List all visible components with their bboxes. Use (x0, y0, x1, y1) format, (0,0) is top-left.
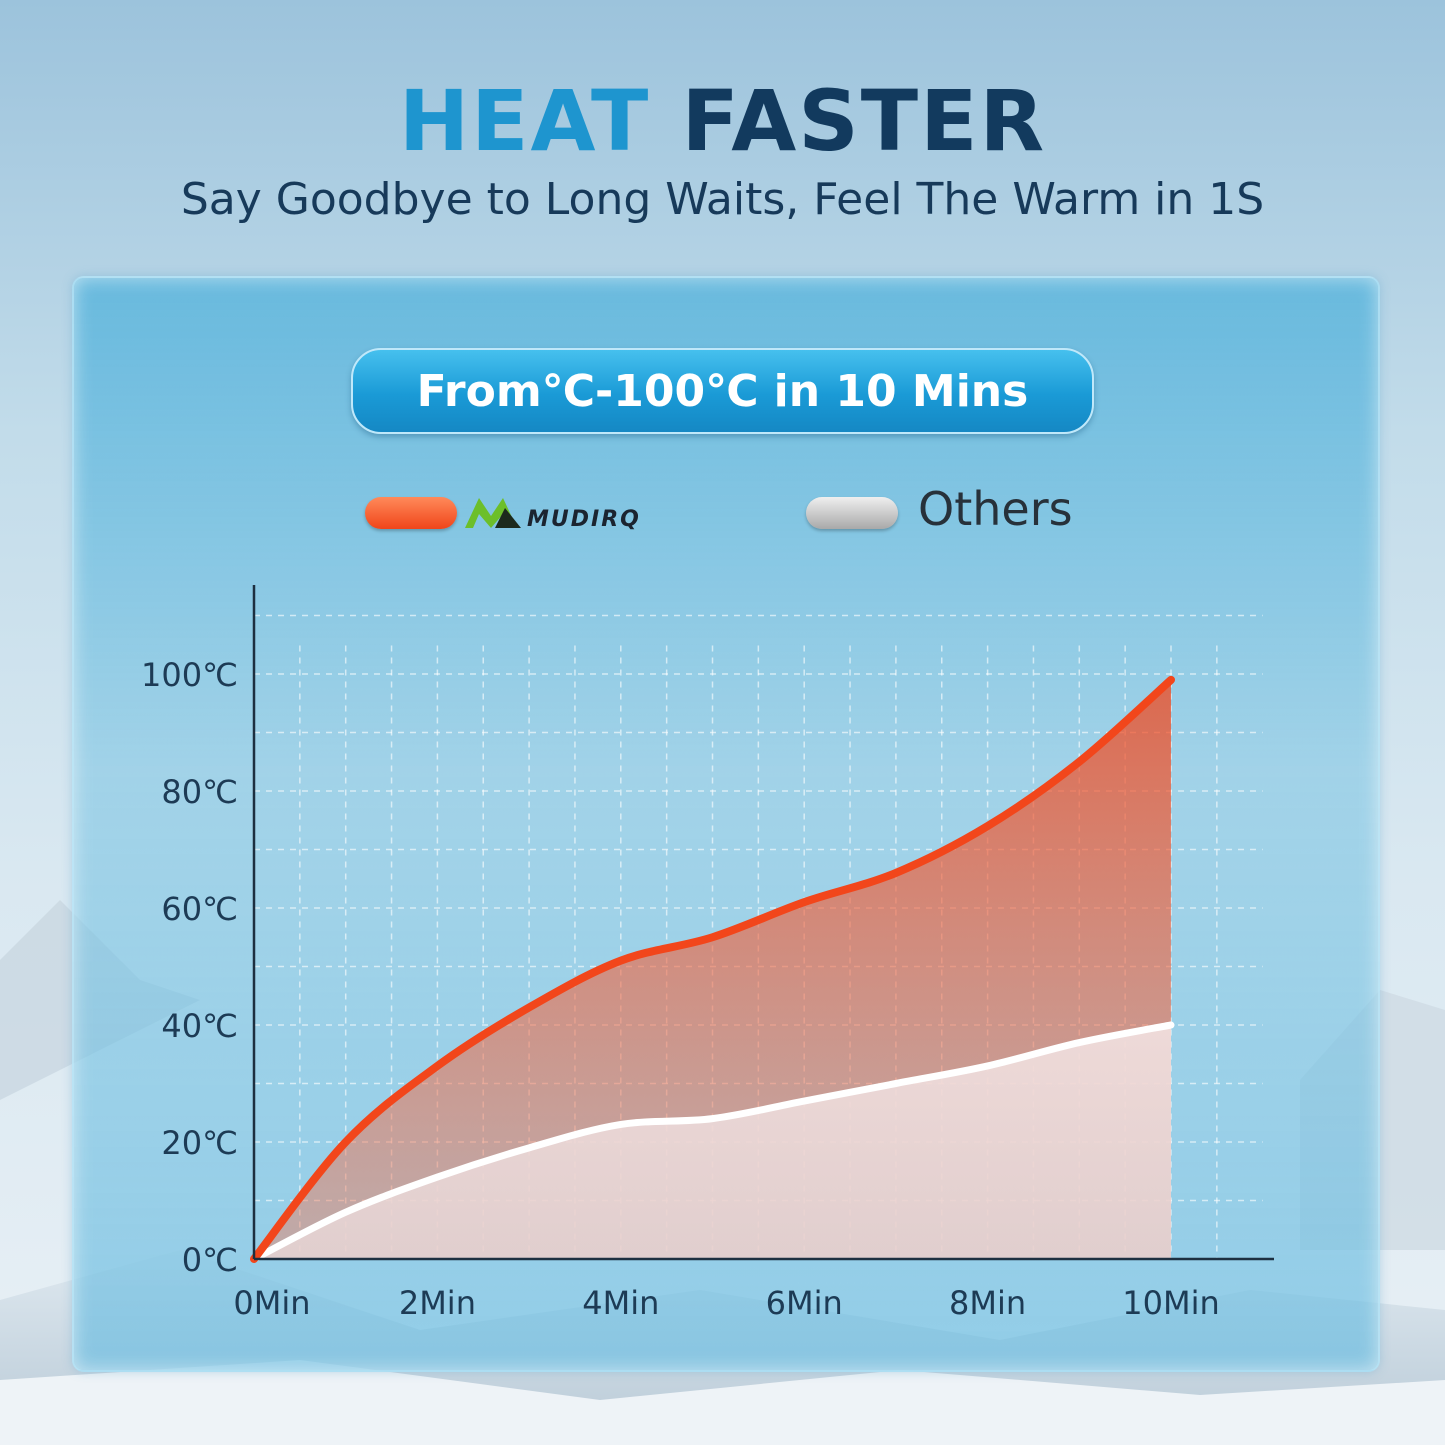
headline: HEAT FASTER (0, 72, 1445, 170)
legend-swatch-others (806, 497, 898, 529)
brand-logo-mark-icon (465, 498, 517, 528)
y-tick-label: 100℃ (141, 656, 238, 694)
y-axis-ticks: 0℃ 20℃ 40℃ 60℃ 80℃ 100℃ (141, 656, 238, 1279)
series-line-brand (250, 675, 1175, 1263)
subtitle: Say Goodbye to Long Waits, Feel The Warm… (180, 174, 1265, 225)
brand-logo: MUDIRQ (465, 498, 641, 532)
chart-lines (250, 675, 1175, 1263)
x-tick-label: 10Min (1122, 1284, 1220, 1322)
series-area-others (254, 1025, 1171, 1259)
x-tick-label: 8Min (949, 1284, 1026, 1322)
y-tick-label: 80℃ (161, 773, 238, 811)
headline-accent: HEAT (398, 72, 651, 170)
brand-logo-text: MUDIRQ (527, 507, 641, 532)
chart-axes (252, 585, 1274, 1261)
legend-label-others: Others (918, 482, 1073, 536)
y-tick-label: 20℃ (161, 1124, 238, 1162)
headline-main: FASTER (681, 72, 1047, 170)
y-tick-label: 0℃ (182, 1241, 238, 1279)
x-axis-ticks: 0Min 2Min 4Min 6Min 8Min 10Min (233, 1284, 1219, 1322)
y-tick-label: 40℃ (161, 1007, 238, 1045)
range-badge: From℃-100℃ in 10 Mins (351, 348, 1094, 434)
legend-swatch-brand (365, 497, 457, 529)
x-tick-label: 2Min (399, 1284, 476, 1322)
chart-areas (254, 679, 1171, 1259)
y-tick-label: 60℃ (161, 890, 238, 928)
series-line-others (250, 1021, 1175, 1263)
x-tick-label: 4Min (582, 1284, 659, 1322)
x-tick-label: 6Min (766, 1284, 843, 1322)
x-tick-label: 0Min (233, 1284, 310, 1322)
